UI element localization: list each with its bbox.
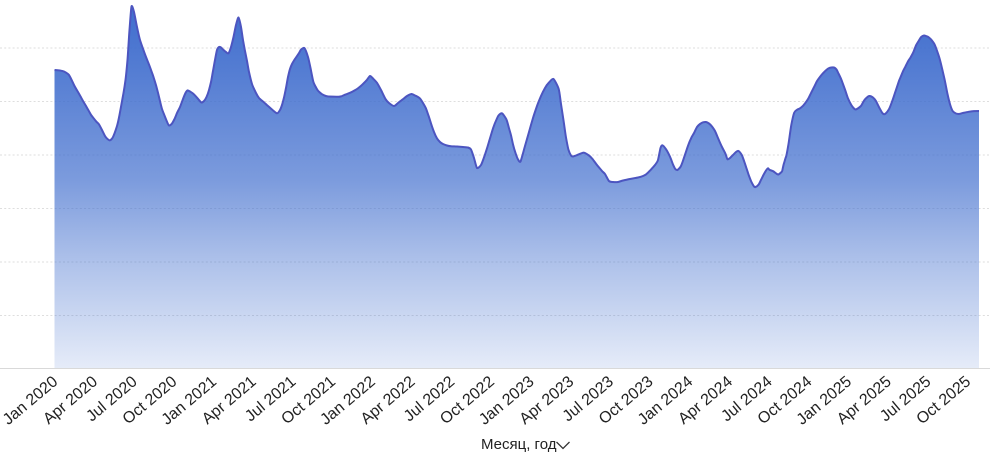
svg-text:Месяц, год: Месяц, год xyxy=(481,436,557,453)
